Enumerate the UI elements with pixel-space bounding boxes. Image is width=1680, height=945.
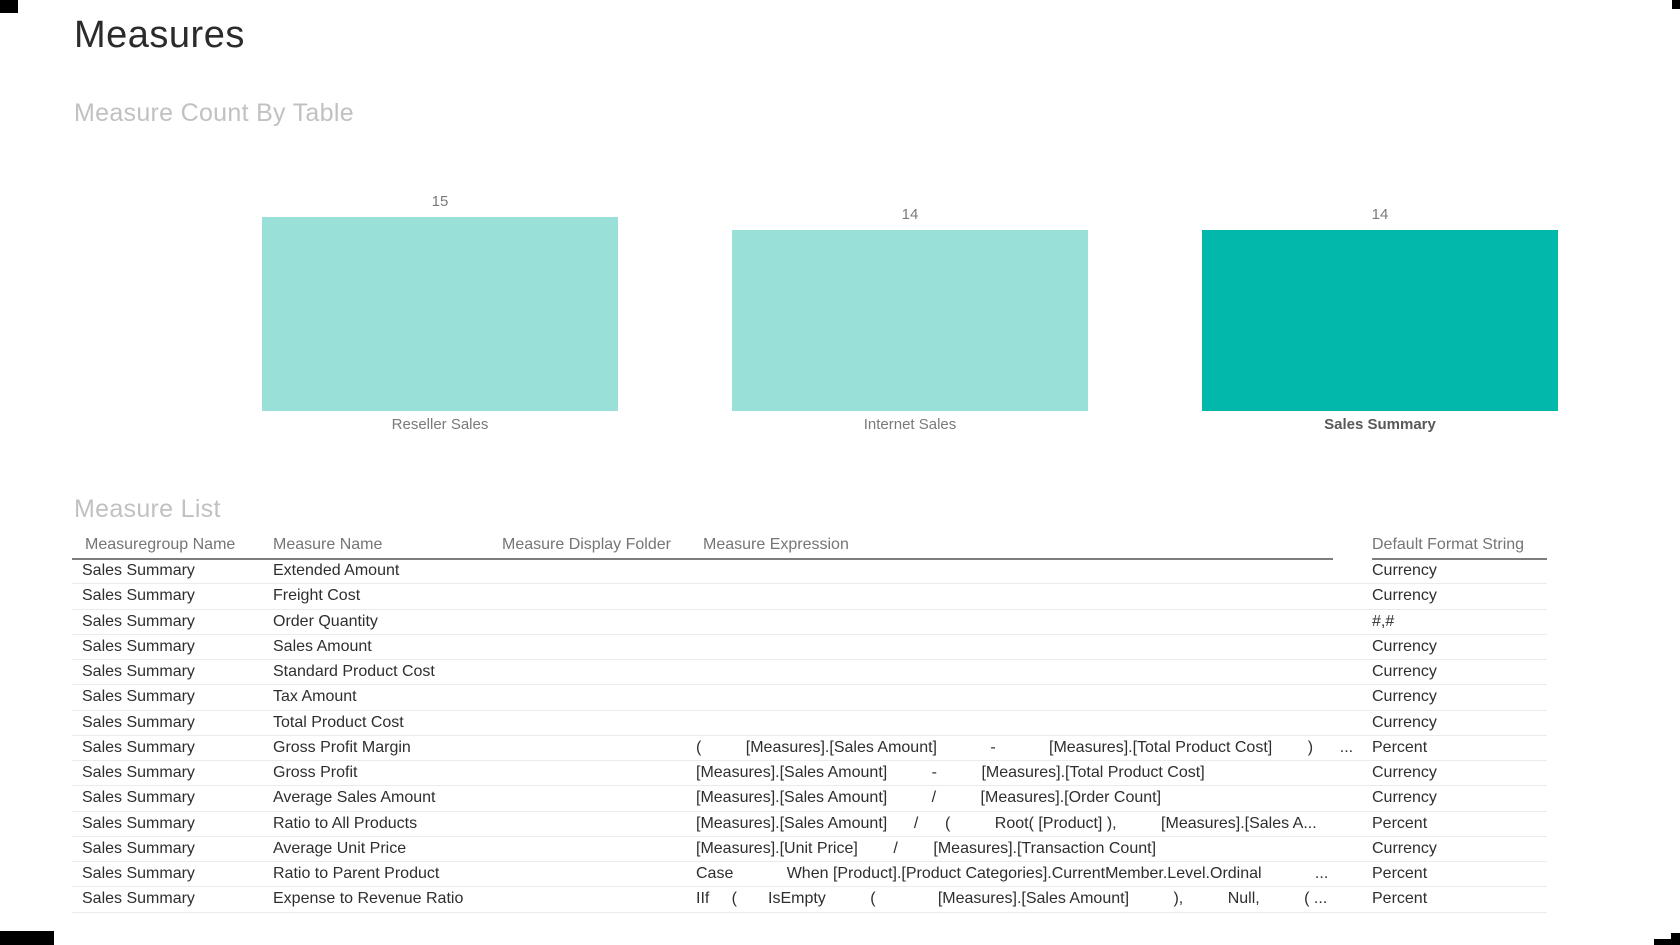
column-header-measure-name[interactable]: Measure Name — [273, 536, 383, 553]
cell-measure-name: Freight Cost — [273, 587, 361, 605]
category-axis-label: Internet Sales — [863, 416, 957, 433]
column-header-measure-expression[interactable]: Measure Expression — [703, 536, 849, 553]
cell-default-format-string: Currency — [1372, 713, 1437, 731]
bar-internet-sales[interactable] — [732, 229, 1088, 411]
table-row[interactable]: Sales Summary Total Product Cost Currency — [72, 711, 1547, 736]
cell-default-format-string: Currency — [1372, 637, 1437, 655]
cell-measuregroup-name: Sales Summary — [82, 663, 195, 681]
cell-default-format-string: Currency — [1372, 663, 1437, 681]
table-row[interactable]: Sales Summary Gross Profit Margin ( [Measu… — [72, 736, 1547, 761]
cell-measure-name: Average Unit Price — [273, 839, 407, 857]
cell-default-format-string: Percent — [1372, 738, 1428, 756]
table-title: Measure List — [74, 495, 221, 523]
corner-mark-bottom-right-bar — [1654, 939, 1680, 945]
cell-measuregroup-name: Sales Summary — [82, 814, 195, 832]
cell-measure-expression: Case When [Product].[Product Categories]… — [696, 865, 1329, 883]
corner-mark-top-right — [1672, 0, 1680, 9]
category-axis-label: Reseller Sales — [391, 416, 489, 433]
corner-mark-bottom-left — [0, 931, 54, 945]
header-underline — [72, 558, 1333, 560]
cell-measuregroup-name: Sales Summary — [82, 713, 195, 731]
cell-measuregroup-name: Sales Summary — [82, 789, 195, 807]
cell-measure-name: Average Sales Amount — [273, 789, 436, 807]
cell-measuregroup-name: Sales Summary — [82, 587, 195, 605]
table-row[interactable]: Sales Summary Ratio to All Products [Measu… — [72, 812, 1547, 837]
cell-default-format-string: Currency — [1372, 587, 1437, 605]
cell-measure-name: Order Quantity — [273, 612, 378, 630]
cell-default-format-string: Percent — [1372, 865, 1428, 883]
cell-default-format-string: Currency — [1372, 789, 1437, 807]
cell-measure-expression: [Measures].[Sales Amount] / [Measures].[… — [696, 789, 1162, 807]
cell-default-format-string: Percent — [1372, 814, 1428, 832]
cell-measuregroup-name: Sales Summary — [82, 839, 195, 857]
table-row[interactable]: Sales Summary Standard Product Cost Curren… — [72, 660, 1547, 686]
cell-measure-expression: [Measures].[Unit Price] / [Measures].[Tr… — [696, 839, 1157, 857]
cell-measure-expression: ( [Measures].[Sales Amount] - [Measures]… — [696, 738, 1354, 756]
measure-list-table: Measuregroup Name Measure Name Measure D… — [72, 536, 1547, 913]
cell-measure-expression: [Measures].[Sales Amount] - [Measures].[… — [696, 764, 1205, 782]
table-row[interactable]: Sales Summary Freight Cost Currency — [72, 584, 1547, 610]
header-underline — [1372, 558, 1547, 560]
table-body: Sales Summary Extended Amount Currency Sale… — [72, 559, 1547, 913]
cell-measuregroup-name: Sales Summary — [82, 637, 195, 655]
cell-measure-name: Total Product Cost — [273, 713, 404, 731]
cell-measuregroup-name: Sales Summary — [82, 562, 195, 580]
cell-measuregroup-name: Sales Summary — [82, 764, 195, 782]
cell-measuregroup-name: Sales Summary — [82, 738, 195, 756]
cell-measure-name: Gross Profit — [273, 764, 358, 782]
page-title: Measures — [74, 14, 245, 56]
cell-default-format-string: Currency — [1372, 562, 1437, 580]
cell-measuregroup-name: Sales Summary — [82, 890, 195, 908]
cell-measure-expression: [Measures].[Sales Amount] / ( Root( [Pro… — [696, 814, 1317, 832]
cell-measure-name: Expense to Revenue Ratio — [273, 890, 464, 908]
bar-reseller-sales[interactable] — [262, 217, 618, 411]
table-row[interactable]: Sales Summary Sales Amount Currency — [72, 635, 1547, 660]
cell-measure-expression: IIf ( IsEmpty ( [Measures].[Sales Amount… — [696, 890, 1328, 908]
table-row[interactable]: Sales Summary Extended Amount Currency — [72, 559, 1547, 585]
cell-measuregroup-name: Sales Summary — [82, 865, 195, 883]
table-row[interactable]: Sales Summary Gross Profit [Measures].[Sal… — [72, 761, 1547, 787]
chart-title: Measure Count By Table — [74, 99, 354, 127]
table-row[interactable]: Sales Summary Expense to Revenue Ratio IIf… — [72, 887, 1547, 913]
cell-measure-name: Ratio to Parent Product — [273, 865, 440, 883]
table-row[interactable]: Sales Summary Ratio to Parent Product Case… — [72, 862, 1547, 888]
corner-mark-bottom-right — [1671, 933, 1680, 945]
bar-value-label: 14 — [1371, 205, 1389, 223]
cell-measure-name: Gross Profit Margin — [273, 738, 411, 756]
table-header-row: Measuregroup Name Measure Name Measure D… — [72, 536, 1547, 560]
table-row[interactable]: Sales Summary Order Quantity #,# — [72, 610, 1547, 635]
cell-default-format-string: Currency — [1372, 839, 1437, 857]
cell-default-format-string: Percent — [1372, 890, 1428, 908]
cell-default-format-string: Currency — [1372, 688, 1437, 706]
cell-measuregroup-name: Sales Summary — [82, 688, 195, 706]
cell-default-format-string: #,# — [1372, 612, 1395, 630]
cell-measuregroup-name: Sales Summary — [82, 612, 195, 630]
column-header-measure-display-folder[interactable]: Measure Display Folder — [502, 536, 671, 553]
bar-sales-summary[interactable] — [1202, 229, 1558, 411]
table-row[interactable]: Sales Summary Average Unit Price [Measures… — [72, 837, 1547, 862]
cell-measure-name: Extended Amount — [273, 562, 400, 580]
cell-measure-name: Sales Amount — [273, 637, 372, 655]
cell-default-format-string: Currency — [1372, 764, 1437, 782]
cell-measure-name: Ratio to All Products — [273, 814, 418, 832]
measure-count-bar-chart: 15 Reseller Sales 14 Internet Sales 14 Sales … — [0, 0, 1680, 460]
corner-mark-top-left — [0, 0, 18, 13]
cell-measure-name: Tax Amount — [273, 688, 357, 706]
column-header-measuregroup-name[interactable]: Measuregroup Name — [85, 536, 236, 553]
cell-measure-name: Standard Product Cost — [273, 663, 435, 681]
category-axis-label: Sales Summary — [1324, 416, 1436, 433]
bar-value-label: 14 — [901, 205, 919, 223]
table-row[interactable]: Sales Summary Tax Amount Currency — [72, 685, 1547, 711]
table-row[interactable]: Sales Summary Average Sales Amount [Measur… — [72, 786, 1547, 812]
bar-value-label: 15 — [431, 193, 449, 210]
column-header-default-format-string[interactable]: Default Format String — [1372, 536, 1525, 553]
